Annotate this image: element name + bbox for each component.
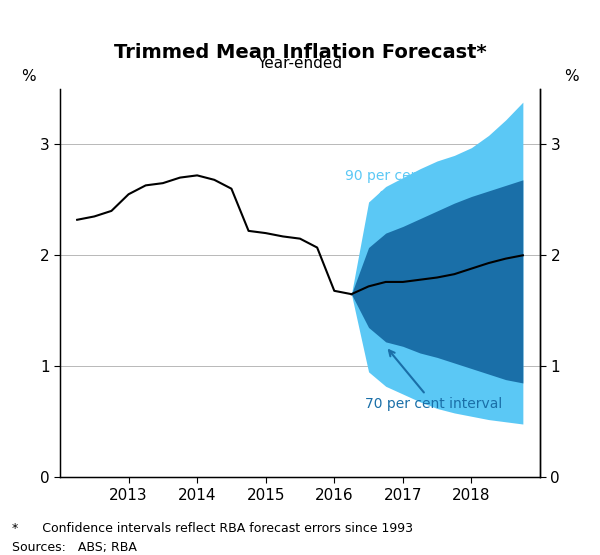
Text: %: % [22, 69, 36, 84]
Text: %: % [564, 69, 578, 84]
Text: 70 per cent interval: 70 per cent interval [365, 350, 502, 411]
Text: 90 per cent interval: 90 per cent interval [344, 169, 482, 197]
Text: Sources:   ABS; RBA: Sources: ABS; RBA [12, 541, 137, 554]
Title: Trimmed Mean Inflation Forecast*: Trimmed Mean Inflation Forecast* [113, 43, 487, 62]
Text: *      Confidence intervals reflect RBA forecast errors since 1993: * Confidence intervals reflect RBA forec… [12, 522, 413, 534]
Text: Year-ended: Year-ended [257, 56, 343, 72]
